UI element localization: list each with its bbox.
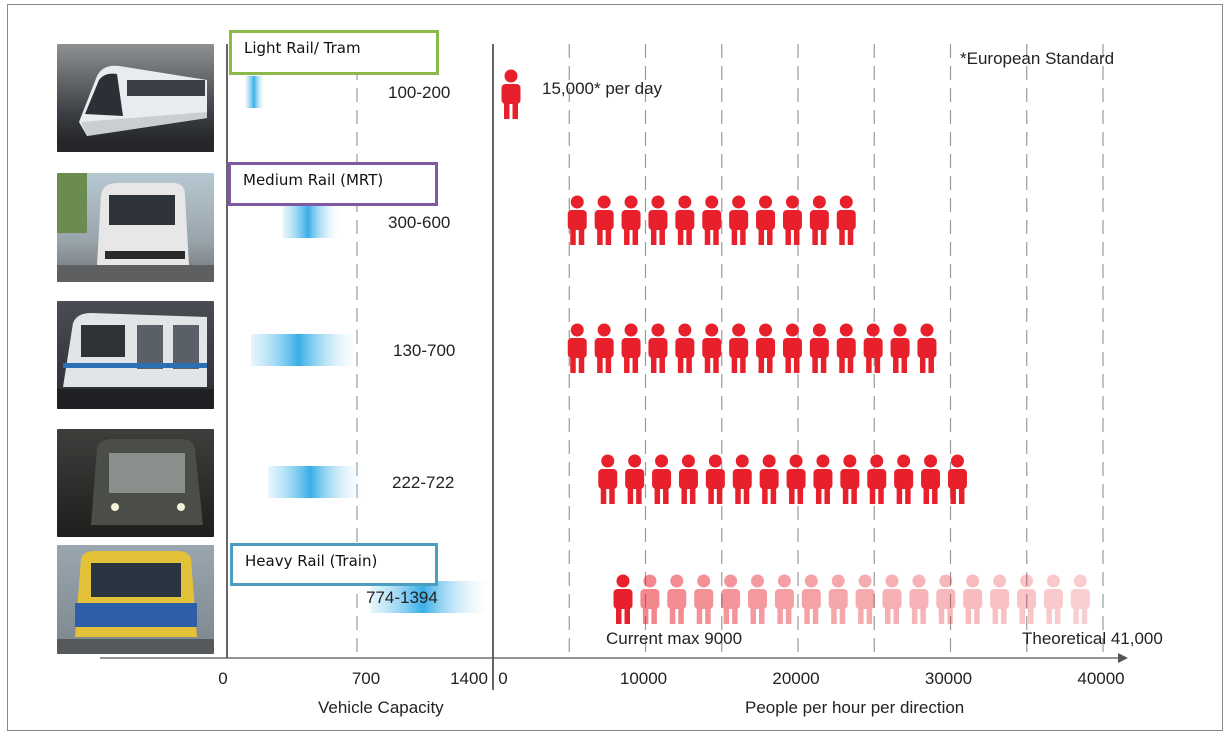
person-icon: [694, 574, 714, 624]
person-icon: [759, 454, 779, 504]
person-icon: [625, 454, 645, 504]
capacity-bar: [370, 581, 486, 613]
person-icon: [652, 454, 672, 504]
light-rail-note: 15,000* per day: [542, 79, 663, 98]
person-icon: [621, 323, 641, 373]
capacity-bar: [245, 76, 265, 108]
person-icon: [501, 69, 521, 119]
capacity-range-label: 100-200: [388, 83, 450, 102]
person-icon: [909, 574, 929, 624]
left-tick-label: 1400: [450, 669, 488, 688]
right-tick-label: 0: [498, 669, 507, 688]
person-icon: [640, 574, 660, 624]
capacity-bar: [251, 334, 357, 366]
capacity-range-label: 774-1394: [366, 588, 438, 607]
person-icon: [748, 574, 767, 624]
standard-note: *European Standard: [960, 49, 1115, 68]
person-icon: [721, 574, 741, 624]
person-icon: [1017, 574, 1036, 624]
right-tick-label: 40000: [1077, 669, 1124, 688]
person-icon: [667, 574, 687, 624]
person-icon: [917, 323, 937, 373]
x-axis-arrow: [1118, 653, 1128, 663]
person-icon: [675, 195, 695, 245]
x-axis-label-right: People per hour per direction: [745, 698, 965, 717]
photo-metro: [57, 301, 214, 409]
person-icon: [782, 195, 802, 245]
photo-light-rail: [57, 44, 214, 152]
person-icon: [936, 574, 956, 624]
person-icon: [990, 574, 1010, 624]
person-icon: [801, 574, 821, 624]
capacity-bar: [268, 466, 362, 498]
person-icon: [809, 323, 829, 373]
person-icon: [729, 323, 749, 373]
person-icon: [705, 454, 725, 504]
capacity-range-label: 130-700: [393, 341, 455, 360]
capacity-bar: [282, 206, 339, 238]
person-icon: [921, 454, 941, 504]
person-icon: [648, 195, 668, 245]
person-icon: [756, 195, 776, 245]
photo-underground: [57, 429, 214, 537]
photo-medium-rail: [57, 173, 214, 282]
person-icon: [809, 195, 829, 245]
current-max-note: Current max 9000: [606, 629, 743, 648]
right-tick-label: 30000: [925, 669, 972, 688]
person-icon: [782, 323, 802, 373]
person-icon: [836, 195, 856, 245]
person-icon: [702, 323, 722, 373]
photo-heavy-rail: [57, 545, 214, 654]
person-icon: [613, 574, 633, 624]
person-icon: [1043, 574, 1063, 624]
person-icon: [947, 454, 967, 504]
category-label-heavy-rail: Heavy Rail (Train): [230, 543, 438, 586]
x-axis-label-left: Vehicle Capacity: [318, 698, 444, 717]
person-icon: [729, 195, 749, 245]
right-tick-label: 20000: [772, 669, 819, 688]
person-icon: [678, 454, 698, 504]
person-icon: [963, 574, 983, 624]
capacity-range-label: 222-722: [392, 473, 454, 492]
person-icon: [786, 454, 806, 504]
person-icon: [594, 195, 614, 245]
person-icon: [702, 195, 722, 245]
capacity-range-label: 300-600: [388, 213, 450, 232]
person-icon: [836, 323, 856, 373]
person-icon: [756, 323, 776, 373]
category-label-light-rail: Light Rail/ Tram: [229, 30, 439, 75]
figure-border: [7, 4, 1223, 731]
person-icon: [890, 323, 910, 373]
person-icon: [855, 574, 875, 624]
person-icon: [894, 454, 914, 504]
person-icon: [813, 454, 833, 504]
person-icon: [594, 323, 614, 373]
person-icon: [828, 574, 848, 624]
left-tick-label: 0: [218, 669, 227, 688]
person-icon: [840, 454, 860, 504]
person-icon: [774, 574, 794, 624]
theoretical-note: Theoretical 41,000: [1022, 629, 1163, 648]
category-label-medium-rail: Medium Rail (MRT): [228, 162, 438, 206]
left-tick-label: 700: [352, 669, 380, 688]
right-tick-label: 10000: [620, 669, 667, 688]
person-icon: [882, 574, 902, 624]
person-icon: [675, 323, 695, 373]
person-icon: [598, 454, 618, 504]
person-icon: [1070, 574, 1090, 624]
person-icon: [621, 195, 641, 245]
person-icon: [732, 454, 752, 504]
person-icon: [863, 323, 883, 373]
person-icon: [867, 454, 887, 504]
person-icon: [567, 195, 587, 245]
person-icon: [648, 323, 668, 373]
person-icon: [567, 323, 587, 373]
